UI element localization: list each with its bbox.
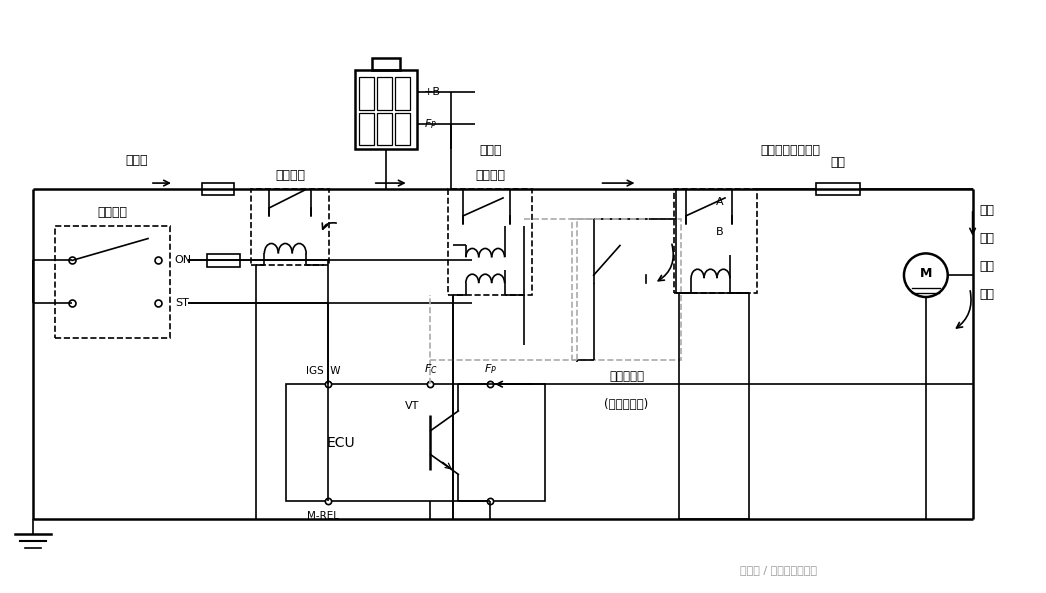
Text: VT: VT <box>406 401 419 411</box>
Bar <box>817 183 860 196</box>
Text: $F_P$: $F_P$ <box>483 362 497 376</box>
Text: 燃油泵控制继电器: 燃油泵控制继电器 <box>760 144 820 157</box>
Text: B: B <box>715 227 724 237</box>
Bar <box>394 77 410 110</box>
Text: IGS  W: IGS W <box>305 366 340 376</box>
Bar <box>54 226 169 337</box>
Bar <box>251 189 329 265</box>
Text: (空气流量计): (空气流量计) <box>605 398 649 411</box>
Text: 继电器: 继电器 <box>479 144 501 157</box>
Text: ECU: ECU <box>326 436 356 449</box>
Text: +B: +B <box>424 87 440 97</box>
Text: M-REL: M-REL <box>308 511 339 521</box>
Text: 电路断开: 电路断开 <box>475 169 505 182</box>
Text: 主继电器: 主继电器 <box>275 169 305 182</box>
Text: 低速时: 低速时 <box>126 154 149 167</box>
Bar <box>202 183 233 196</box>
Text: A: A <box>715 197 724 207</box>
Text: ST: ST <box>175 298 188 308</box>
Bar <box>207 254 240 267</box>
Text: 电阻: 电阻 <box>831 156 846 169</box>
Text: 动机: 动机 <box>979 288 995 301</box>
Text: 动电: 动电 <box>979 260 995 273</box>
Text: ON: ON <box>175 256 192 265</box>
Bar <box>394 113 410 145</box>
Bar <box>675 189 756 293</box>
Bar <box>355 70 416 149</box>
Bar <box>377 113 391 145</box>
Text: $F_P$: $F_P$ <box>424 117 436 131</box>
Text: 燃油: 燃油 <box>979 205 995 217</box>
Text: 燃油泵开关: 燃油泵开关 <box>609 370 644 383</box>
Bar <box>572 219 681 361</box>
Text: 头条号 / 汽修技师众微联: 头条号 / 汽修技师众微联 <box>741 565 817 575</box>
Text: $F_C$: $F_C$ <box>424 362 437 376</box>
Bar <box>287 384 545 501</box>
Bar <box>371 58 400 70</box>
Bar <box>377 77 391 110</box>
Bar <box>359 113 373 145</box>
Bar <box>449 189 532 295</box>
Text: 泵驱: 泵驱 <box>979 232 995 245</box>
Bar <box>359 77 373 110</box>
Text: 点火开关: 点火开关 <box>97 206 128 219</box>
Text: M: M <box>919 267 932 280</box>
